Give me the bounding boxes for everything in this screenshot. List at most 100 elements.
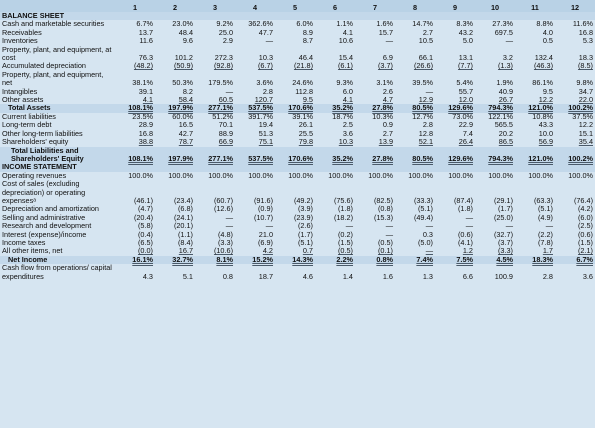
table-cell: (82.5) xyxy=(373,195,393,205)
table-cell: 19.4 xyxy=(258,120,273,130)
table-cell: 3.6 xyxy=(582,271,593,281)
table-cell: 1.1% xyxy=(336,19,353,29)
table-cell: 9.3% xyxy=(336,78,353,88)
table-cell: 5.4% xyxy=(456,78,473,88)
table-cell: (4.8) xyxy=(217,229,233,239)
table-cell: 4.0 xyxy=(542,27,553,37)
row-label: Long-term debt xyxy=(2,120,52,130)
table-cell: 26.4 xyxy=(458,137,473,147)
table-row: All other items, net (0.0) 16.7 (10.6) 4.2 0.… xyxy=(0,246,595,256)
table-cell: 0.7 xyxy=(302,246,313,256)
row-label: Other assets xyxy=(2,95,44,105)
table-cell: 5.3 xyxy=(582,36,593,46)
table-cell: 0.5 xyxy=(542,36,553,46)
table-cell: 6.0% xyxy=(296,19,313,29)
table-cell: 0.3 xyxy=(422,229,433,239)
table-cell: 16.5 xyxy=(178,120,193,130)
table-cell: (3.9) xyxy=(297,204,313,214)
table-cell: 55.7 xyxy=(458,86,473,96)
table-cell: 0.8% xyxy=(376,254,393,264)
table-cell: 2.6 xyxy=(382,86,393,96)
table-cell: 46.4 xyxy=(298,53,313,63)
row-label: Cash and marketable securities xyxy=(2,19,105,29)
table-cell: 272.3 xyxy=(214,53,233,63)
table-cell: (7.8) xyxy=(537,237,553,247)
table-row: Receivables 13.7 48.4 25.0 47.7 8.9 4.1 15.7 2.7… xyxy=(0,27,595,37)
table-cell: 25.5 xyxy=(298,128,313,138)
table-cell: 50.3% xyxy=(172,78,193,88)
table-cell: 6.6 xyxy=(462,271,473,281)
table-cell: — xyxy=(425,221,433,231)
table-cell: (20.4) xyxy=(133,212,153,222)
table-cell: 3.1% xyxy=(376,78,393,88)
table-cell: 60.0% xyxy=(172,111,193,121)
table-cell: (21.8) xyxy=(293,61,313,71)
table-cell: 1.6% xyxy=(376,19,393,29)
row-label: Interest (expense)/income xyxy=(2,229,87,239)
table-cell: (92.8) xyxy=(213,61,233,71)
table-cell: 10.3 xyxy=(338,137,353,147)
table-cell: (2.5) xyxy=(577,221,593,231)
table-cell: (1.5) xyxy=(337,237,353,247)
table-body: BALANCE SHEET Cash and marketable securit… xyxy=(0,11,595,281)
table-cell: (20.1) xyxy=(173,221,193,231)
table-cell: 40.9 xyxy=(498,86,513,96)
table-row: Total Liabilities and Shareholders' Equi… xyxy=(0,145,595,164)
column-header: 10 xyxy=(490,2,500,12)
column-header: 3 xyxy=(212,2,218,12)
row-label: Total Liabilities and Shareholders' Equi… xyxy=(11,145,84,163)
table-cell: 170.6% xyxy=(288,103,313,113)
table-cell: — xyxy=(225,86,233,96)
table-cell: 197.9% xyxy=(168,153,193,163)
table-cell: 22.0 xyxy=(578,95,593,105)
table-cell: (46.3) xyxy=(533,61,553,71)
column-header: 4 xyxy=(252,2,258,12)
table-cell: 15.4 xyxy=(338,53,353,63)
table-row: Net Income 16.1% 32.7% 8.1% 15.2% 14.3% 2.2% 0.… xyxy=(0,254,595,265)
table-cell: (4.7) xyxy=(137,204,153,214)
row-label: Intangibles xyxy=(2,86,38,96)
table-cell: 100.0% xyxy=(368,170,393,180)
table-cell: — xyxy=(465,221,473,231)
table-cell: 8.8% xyxy=(536,19,553,29)
table-row: Property, plant, and equipment, net 38.1%… xyxy=(0,70,595,88)
table-row: Operating revenues 100.0% 100.0% 100.0% 100.… xyxy=(0,170,595,180)
table-cell: (4.2) xyxy=(577,204,593,214)
table-row: Current liabilities 23.5% 60.0% 51.2% 391.7%… xyxy=(0,111,595,121)
table-cell: 1.9% xyxy=(496,78,513,88)
row-label: All other items, net xyxy=(2,246,63,256)
table-cell: 66.1 xyxy=(418,53,433,63)
section-header-row: INCOME STATEMENT xyxy=(0,162,595,172)
table-cell: — xyxy=(345,221,353,231)
table-cell: 3.6% xyxy=(256,78,273,88)
table-row: Other assets 4.1 58.4 60.5 120.7 9.5 4.1 4.7 12.… xyxy=(0,95,595,105)
table-cell: 15.1 xyxy=(578,128,593,138)
table-cell: 88.9 xyxy=(218,128,233,138)
table-cell: (50.9) xyxy=(173,61,193,71)
table-cell: (2.1) xyxy=(577,246,593,256)
table-cell: 23.5% xyxy=(132,111,153,121)
row-label: Cash flow from operations/ capital expen… xyxy=(2,263,112,281)
table-cell: (0.5) xyxy=(377,237,393,247)
table-cell: (33.3) xyxy=(413,195,433,205)
table-cell: 38.1% xyxy=(132,78,153,88)
table-cell: 2.8 xyxy=(262,86,273,96)
table-cell: 697.5 xyxy=(494,27,513,37)
table-cell: 12.2 xyxy=(538,95,553,105)
section-title: INCOME STATEMENT xyxy=(2,162,77,172)
row-label: Operating revenues xyxy=(2,170,67,180)
row-label: Property, plant, and equipment, at cost xyxy=(2,44,112,63)
row-label: Receivables xyxy=(2,27,42,37)
table-cell: (0.5) xyxy=(337,246,353,256)
table-cell: 537.5% xyxy=(248,153,273,163)
table-cell: 16.8 xyxy=(138,128,153,138)
table-row: Shareholders' equity 38.8 78.7 66.9 75.1 79.8… xyxy=(0,137,595,147)
table-cell: 34.7 xyxy=(578,86,593,96)
table-cell: 4.1 xyxy=(342,27,353,37)
table-cell: (63.3) xyxy=(533,195,553,205)
table-cell: 60.5 xyxy=(218,95,233,105)
table-cell: (60.7) xyxy=(213,195,233,205)
table-cell: 4.5% xyxy=(496,254,513,264)
table-cell: 2.2% xyxy=(336,254,353,264)
table-cell: (2.2) xyxy=(537,229,553,239)
